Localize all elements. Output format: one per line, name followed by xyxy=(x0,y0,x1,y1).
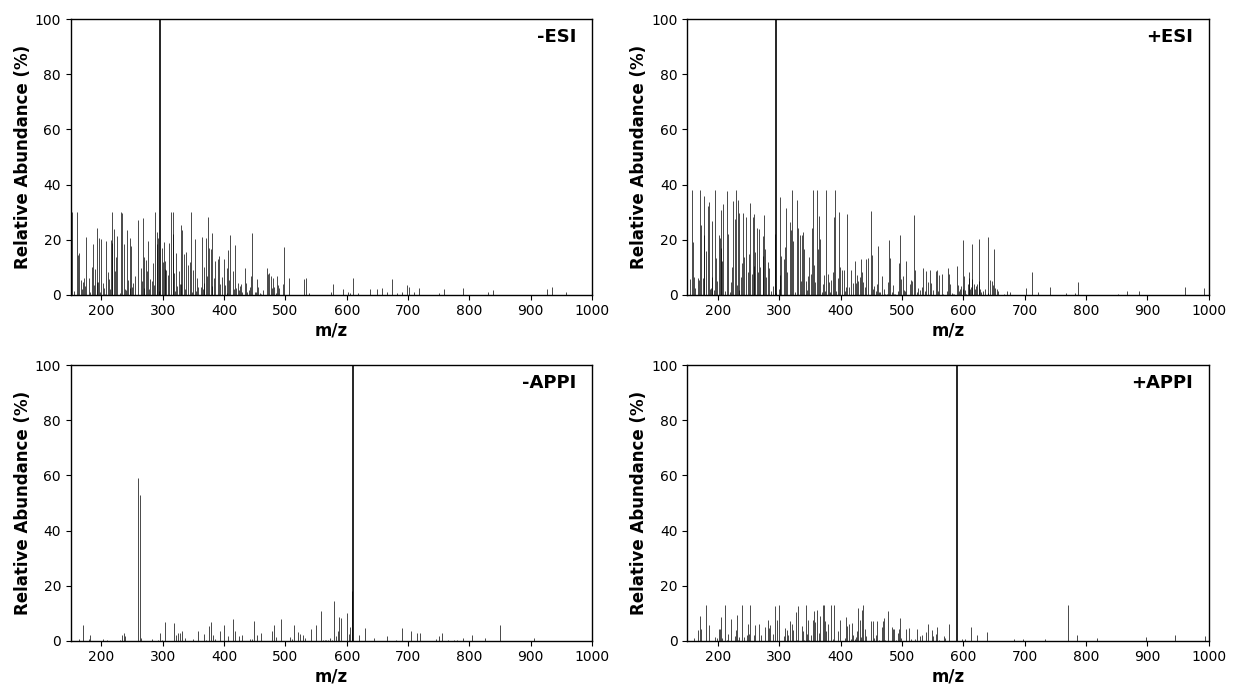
X-axis label: m/z: m/z xyxy=(315,667,348,685)
X-axis label: m/z: m/z xyxy=(931,321,965,339)
Text: -ESI: -ESI xyxy=(537,28,577,45)
Text: +APPI: +APPI xyxy=(1131,374,1193,391)
Y-axis label: Relative Abundance (%): Relative Abundance (%) xyxy=(630,45,649,269)
Text: +ESI: +ESI xyxy=(1146,28,1193,45)
Text: -APPI: -APPI xyxy=(522,374,577,391)
Y-axis label: Relative Abundance (%): Relative Abundance (%) xyxy=(630,391,649,615)
Y-axis label: Relative Abundance (%): Relative Abundance (%) xyxy=(14,45,32,269)
Y-axis label: Relative Abundance (%): Relative Abundance (%) xyxy=(14,391,32,615)
X-axis label: m/z: m/z xyxy=(931,667,965,685)
X-axis label: m/z: m/z xyxy=(315,321,348,339)
